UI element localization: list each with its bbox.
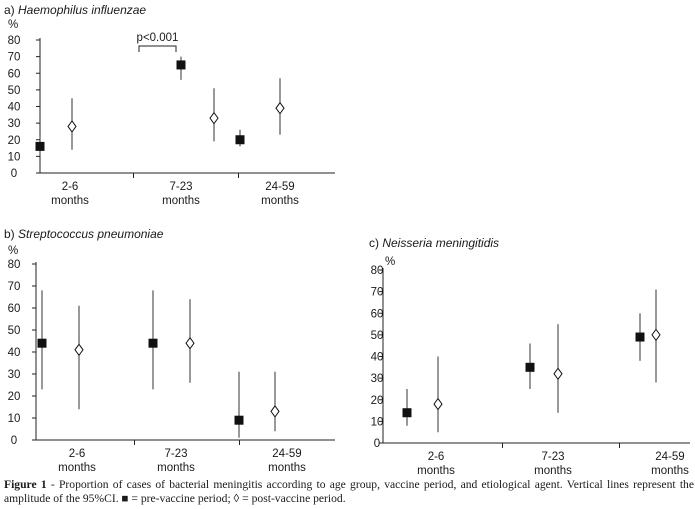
y-tick-label: 60 [8, 303, 21, 315]
point-pre-vaccine [176, 60, 186, 70]
x-tick-label: months [651, 465, 689, 476]
y-tick-label: 80 [8, 259, 21, 271]
chart-title: b) Streptococcus pneumoniae [4, 227, 164, 241]
caption-text: - Proportion of cases of bacterial menin… [4, 478, 694, 505]
point-pre-vaccine [402, 408, 412, 418]
y-tick-label: 20 [8, 135, 21, 147]
caption-label: Figure 1 [4, 478, 47, 491]
y-axis-label: % [8, 245, 18, 257]
x-tick-label: 7-23 [169, 181, 192, 193]
chart-title: a) Haemophilus influenzae [4, 3, 146, 17]
y-tick-label: 10 [371, 416, 384, 428]
x-tick-label: 2-6 [62, 181, 79, 193]
y-axis-label: % [385, 256, 395, 268]
x-tick-label: months [58, 462, 96, 474]
chart-panel-1 [35, 38, 335, 178]
point-pre-vaccine [35, 141, 45, 151]
y-tick-label: 60 [8, 68, 21, 80]
y-axis-label: % [8, 19, 18, 31]
point-post-vaccine [651, 328, 661, 342]
y-tick-label: 0 [11, 168, 17, 180]
point-pre-vaccine [234, 415, 244, 425]
y-tick-label: 60 [371, 308, 384, 320]
x-tick-label: months [157, 462, 195, 474]
x-tick-label: 24-59 [272, 448, 301, 460]
y-tick-label: 70 [371, 287, 384, 299]
x-tick-label: 7-23 [164, 448, 187, 460]
point-post-vaccine [74, 343, 84, 357]
y-tick-label: 30 [8, 118, 21, 130]
significance-bracket [138, 45, 177, 52]
point-pre-vaccine [37, 338, 47, 348]
chart-panel-2 [32, 262, 335, 445]
x-tick-label: months [268, 462, 306, 474]
point-post-vaccine [67, 120, 77, 133]
x-tick-label: months [417, 465, 455, 476]
x-tick-label: months [261, 195, 299, 207]
point-post-vaccine [270, 405, 280, 418]
point-pre-vaccine [525, 362, 535, 372]
figure-caption: Figure 1 - Proportion of cases of bacter… [4, 478, 694, 506]
x-tick-label: 2-6 [69, 448, 86, 460]
y-tick-label: 50 [371, 330, 384, 342]
y-tick-label: 50 [8, 325, 21, 337]
y-tick-label: 80 [8, 35, 21, 47]
y-tick-label: 0 [374, 438, 380, 450]
chart-panel-3 [379, 268, 690, 448]
point-pre-vaccine [635, 332, 645, 342]
point-post-vaccine [433, 397, 443, 411]
x-tick-label: 2-6 [428, 451, 445, 463]
x-tick-label: months [51, 195, 89, 207]
y-tick-label: 20 [8, 391, 21, 403]
y-tick-label: 70 [8, 52, 21, 64]
y-tick-label: 40 [8, 347, 21, 359]
point-post-vaccine [209, 111, 219, 125]
x-tick-label: 24-59 [265, 181, 294, 193]
y-tick-label: 20 [371, 395, 384, 407]
point-pre-vaccine [148, 338, 158, 348]
point-post-vaccine [185, 336, 195, 350]
y-tick-label: 30 [8, 369, 21, 381]
y-tick-label: 10 [8, 413, 21, 425]
figure-canvas: a) Haemophilus influenzae% 0 10 20 30 40 50 60 7… [4, 3, 690, 476]
point-post-vaccine [553, 367, 563, 381]
x-tick-label: months [534, 465, 572, 476]
chart-title: c) Neisseria meningitidis [369, 236, 499, 250]
x-tick-label: 7-23 [541, 451, 564, 463]
y-tick-label: 30 [371, 373, 384, 385]
y-tick-label: 40 [8, 102, 21, 114]
y-tick-label: 50 [8, 85, 21, 97]
y-tick-label: 40 [371, 352, 384, 364]
point-post-vaccine [275, 101, 285, 115]
x-tick-label: 24-59 [655, 451, 684, 463]
p-value-annotation: p<0.001 [137, 32, 179, 44]
x-tick-label: months [162, 195, 200, 207]
y-tick-label: 10 [8, 151, 21, 163]
y-tick-label: 0 [11, 435, 17, 447]
y-tick-label: 70 [8, 281, 21, 293]
y-tick-label: 80 [371, 265, 384, 277]
point-pre-vaccine [235, 135, 245, 145]
